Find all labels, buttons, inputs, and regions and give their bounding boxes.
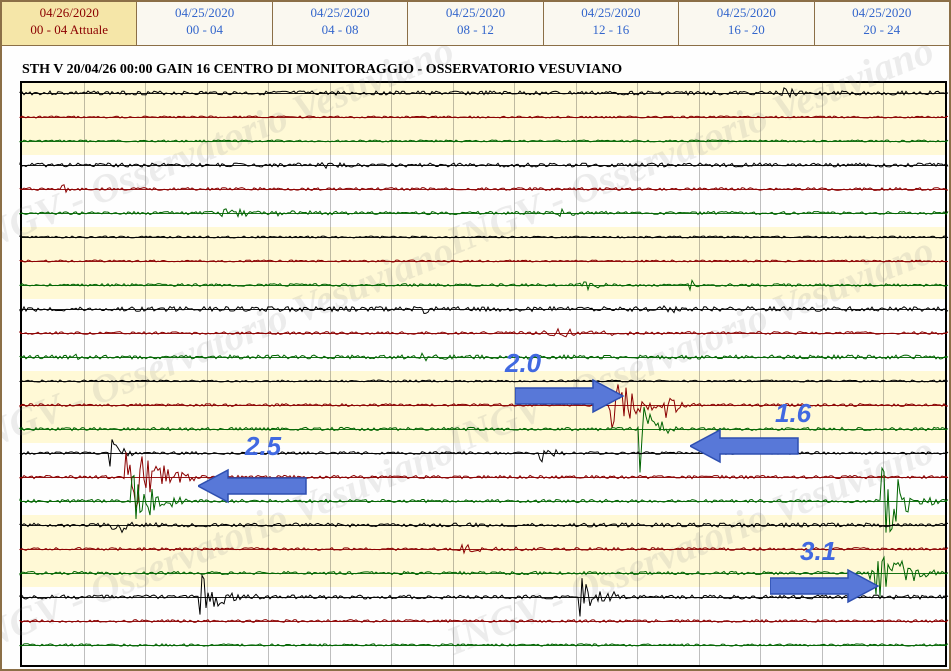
tab-5[interactable]: 04/25/202016 - 20 <box>679 2 814 45</box>
seismograph-window: 04/26/202000 - 04 Attuale04/25/202000 - … <box>0 0 951 671</box>
tab-3[interactable]: 04/25/202008 - 12 <box>408 2 543 45</box>
band <box>22 515 945 587</box>
band <box>22 227 945 299</box>
tab-range: 20 - 24 <box>817 22 947 39</box>
tab-date: 04/25/2020 <box>139 5 269 22</box>
tab-range: 08 - 12 <box>410 22 540 39</box>
seismograph-chart: STH V 20/04/26 00:00 GAIN 16 CENTRO DI M… <box>2 46 949 669</box>
tab-date: 04/26/2020 <box>4 5 134 22</box>
tab-0[interactable]: 04/26/202000 - 04 Attuale <box>2 2 137 45</box>
tab-4[interactable]: 04/25/202012 - 16 <box>544 2 679 45</box>
band <box>22 371 945 443</box>
tab-range: 12 - 16 <box>546 22 676 39</box>
tab-date: 04/25/2020 <box>817 5 947 22</box>
time-range-tabs: 04/26/202000 - 04 Attuale04/25/202000 - … <box>2 2 949 46</box>
tab-6[interactable]: 04/25/202020 - 24 <box>815 2 949 45</box>
tab-range: 16 - 20 <box>681 22 811 39</box>
tab-date: 04/25/2020 <box>681 5 811 22</box>
tab-date: 04/25/2020 <box>546 5 676 22</box>
tab-range: 00 - 04 Attuale <box>4 22 134 39</box>
tab-date: 04/25/2020 <box>275 5 405 22</box>
tab-2[interactable]: 04/25/202004 - 08 <box>273 2 408 45</box>
tab-range: 04 - 08 <box>275 22 405 39</box>
tab-1[interactable]: 04/25/202000 - 04 <box>137 2 272 45</box>
chart-title: STH V 20/04/26 00:00 GAIN 16 CENTRO DI M… <box>22 62 622 78</box>
grid-layer <box>20 81 947 667</box>
tab-range: 00 - 04 <box>139 22 269 39</box>
band <box>22 83 945 155</box>
tab-date: 04/25/2020 <box>410 5 540 22</box>
